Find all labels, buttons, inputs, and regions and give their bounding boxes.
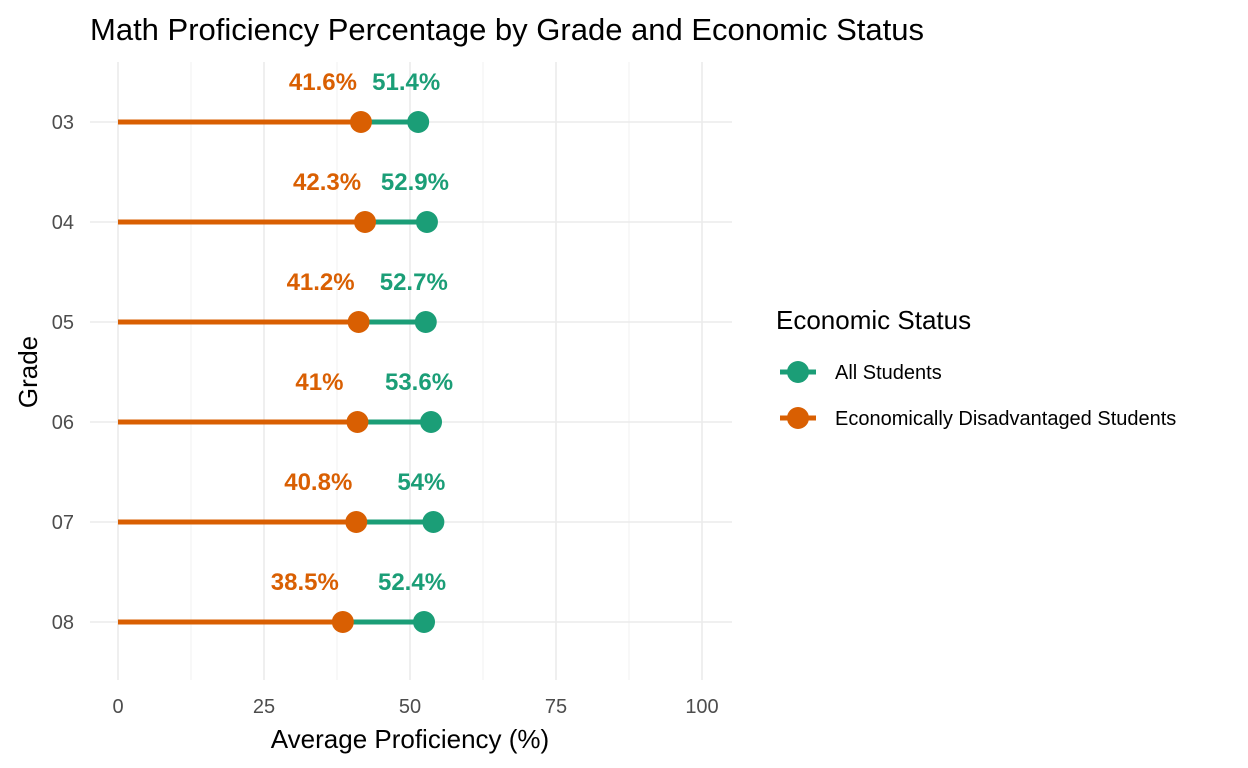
y-tick-label: 07 xyxy=(52,512,74,534)
all-students-label: 53.6% xyxy=(385,369,453,396)
legend-label: Economically Disadvantaged Students xyxy=(835,408,1176,430)
disadvantaged-point xyxy=(331,611,354,633)
x-tick-label: 0 xyxy=(112,696,123,718)
chart-marks xyxy=(118,111,445,633)
all-students-point xyxy=(422,511,445,533)
disadvantaged-point xyxy=(346,411,369,433)
x-tick-label: 50 xyxy=(399,696,421,718)
y-tick-label: 06 xyxy=(52,412,74,434)
chart-title: Math Proficiency Percentage by Grade and… xyxy=(90,12,924,47)
disadvantaged-label: 41.6% xyxy=(289,69,357,96)
legend: Economic Status All Students Economically… xyxy=(776,305,1176,430)
disadvantaged-point xyxy=(347,311,370,333)
all-students-label: 51.4% xyxy=(372,69,440,96)
all-students-label: 52.4% xyxy=(378,569,446,596)
y-axis-ticks: 03 04 05 06 07 08 xyxy=(52,112,74,634)
y-tick-label: 05 xyxy=(52,312,74,334)
all-students-label: 52.7% xyxy=(380,269,448,296)
x-axis-ticks: 0 25 50 75 100 xyxy=(112,696,718,718)
y-tick-label: 04 xyxy=(52,212,74,234)
legend-title: Economic Status xyxy=(776,305,971,335)
disadvantaged-point xyxy=(345,511,368,533)
disadvantaged-point xyxy=(354,211,377,233)
disadvantaged-point xyxy=(349,111,372,133)
disadvantaged-label: 42.3% xyxy=(293,169,361,196)
disadvantaged-label: 41% xyxy=(295,369,343,396)
x-axis-title: Average Proficiency (%) xyxy=(271,724,549,754)
all-students-point xyxy=(415,211,438,233)
all-students-point xyxy=(420,411,443,433)
data-labels: 51.4% 41.6% 52.9% 42.3% 52.7% 41.2% 53.6% 41% 54… xyxy=(271,69,453,596)
legend-item: All Students xyxy=(780,361,942,384)
disadvantaged-label: 41.2% xyxy=(287,269,355,296)
all-students-point xyxy=(413,611,436,633)
legend-label: All Students xyxy=(835,362,942,384)
all-students-label: 54% xyxy=(397,469,445,496)
y-axis-title: Grade xyxy=(13,336,43,408)
all-students-point xyxy=(414,311,437,333)
all-students-label: 52.9% xyxy=(381,169,449,196)
x-tick-label: 25 xyxy=(253,696,275,718)
legend-key-point xyxy=(787,361,809,383)
legend-key-point xyxy=(787,407,809,429)
disadvantaged-label: 40.8% xyxy=(284,469,352,496)
disadvantaged-label: 38.5% xyxy=(271,569,339,596)
y-tick-label: 08 xyxy=(52,612,74,634)
y-tick-label: 03 xyxy=(52,112,74,134)
x-tick-label: 75 xyxy=(545,696,567,718)
all-students-point xyxy=(407,111,430,133)
legend-item: Economically Disadvantaged Students xyxy=(780,407,1176,430)
x-tick-label: 100 xyxy=(685,696,718,718)
